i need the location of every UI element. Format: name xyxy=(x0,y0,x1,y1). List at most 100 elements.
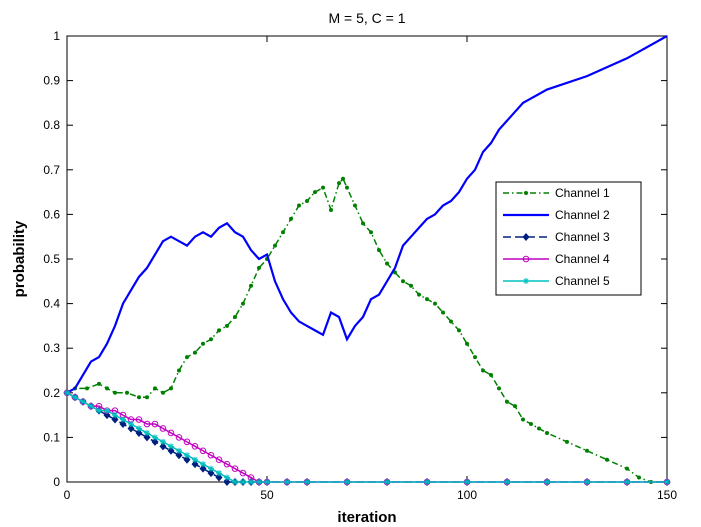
x-axis-label: iteration xyxy=(337,509,396,526)
data-point xyxy=(193,350,197,355)
data-point xyxy=(248,479,254,485)
data-point xyxy=(241,301,245,306)
data-point xyxy=(199,447,207,455)
data-point xyxy=(153,386,157,391)
data-point xyxy=(215,456,223,464)
legend-box xyxy=(495,181,642,296)
data-point xyxy=(424,479,430,485)
data-point xyxy=(225,323,229,328)
data-point xyxy=(207,469,215,478)
data-point xyxy=(305,199,309,204)
data-point xyxy=(223,460,231,468)
legend-label: Channel 4 xyxy=(555,252,610,266)
data-point xyxy=(353,203,357,208)
data-point xyxy=(256,479,262,485)
y-tick-label: 0.5 xyxy=(43,252,60,266)
y-tick-label: 0.8 xyxy=(43,118,60,132)
data-point xyxy=(183,455,191,464)
data-point xyxy=(159,442,167,451)
data-point xyxy=(625,466,629,471)
data-point xyxy=(344,479,350,485)
data-point xyxy=(289,216,293,221)
data-point xyxy=(481,368,485,373)
legend-item: Channel 2 xyxy=(503,208,610,222)
data-point xyxy=(249,283,253,288)
data-point xyxy=(465,341,469,346)
data-point xyxy=(449,319,453,324)
legend-marker xyxy=(524,191,528,195)
data-point xyxy=(64,389,70,396)
data-point xyxy=(513,404,517,409)
x-tick-label: 50 xyxy=(260,488,274,502)
data-point xyxy=(377,248,381,253)
data-point xyxy=(273,243,277,248)
data-point xyxy=(264,479,270,485)
data-point xyxy=(232,479,238,485)
data-point xyxy=(537,426,541,431)
data-point xyxy=(233,314,237,319)
data-point xyxy=(223,478,231,486)
data-point xyxy=(151,437,159,446)
data-point xyxy=(85,386,89,391)
data-point xyxy=(125,390,129,395)
y-axis-label: probability xyxy=(11,220,28,297)
data-point xyxy=(199,464,207,473)
data-point xyxy=(284,479,290,485)
axis-ticks: 0 50 100 150 0 0.1 0.2 0.3 0.4 0.5 0.6 0.7 0.8 0.9 1 xyxy=(43,29,677,502)
data-point xyxy=(105,386,109,391)
x-tick-label: 100 xyxy=(457,488,477,502)
data-point xyxy=(345,185,349,190)
data-point xyxy=(240,479,246,485)
legend-label: Channel 3 xyxy=(555,230,610,244)
data-point xyxy=(425,297,429,302)
data-point xyxy=(191,443,199,450)
data-point xyxy=(191,460,199,469)
data-point xyxy=(545,430,549,435)
series-channel-1 xyxy=(65,176,669,484)
data-point xyxy=(175,451,183,460)
legend-item: Channel 1 xyxy=(503,186,610,200)
legend-label: Channel 2 xyxy=(555,208,610,222)
data-point xyxy=(473,355,477,360)
data-point xyxy=(664,479,670,485)
legend-label: Channel 1 xyxy=(555,186,610,200)
data-point xyxy=(329,207,333,212)
data-point xyxy=(239,469,247,477)
data-point xyxy=(152,434,158,441)
data-point xyxy=(111,415,119,424)
data-point xyxy=(624,479,630,485)
data-point xyxy=(72,394,78,401)
data-point xyxy=(144,429,150,436)
data-point xyxy=(409,283,413,288)
data-point xyxy=(505,399,509,404)
series-line xyxy=(66,35,668,394)
data-point xyxy=(184,452,190,459)
x-tick-label: 0 xyxy=(64,488,71,502)
y-tick-label: 0.6 xyxy=(43,207,60,221)
data-point xyxy=(521,417,525,422)
data-point xyxy=(417,292,421,297)
data-point xyxy=(112,412,118,419)
data-point xyxy=(433,301,437,306)
series-channel-5 xyxy=(64,389,670,485)
data-point xyxy=(143,433,151,442)
data-point xyxy=(128,421,134,428)
data-point xyxy=(120,416,126,423)
legend-marker xyxy=(523,278,529,284)
data-point xyxy=(160,438,166,445)
data-point xyxy=(257,265,261,270)
data-point xyxy=(585,448,589,453)
data-point xyxy=(169,386,173,391)
data-point xyxy=(159,425,167,432)
y-tick-label: 0.2 xyxy=(43,386,60,400)
data-point xyxy=(145,395,149,400)
data-point xyxy=(135,428,143,437)
data-point xyxy=(464,479,470,485)
data-point xyxy=(605,457,609,462)
y-tick-label: 0.4 xyxy=(43,297,60,311)
data-point xyxy=(185,355,189,360)
data-point xyxy=(216,470,222,477)
data-point xyxy=(637,475,641,480)
legend-item: Channel 4 xyxy=(503,252,610,266)
